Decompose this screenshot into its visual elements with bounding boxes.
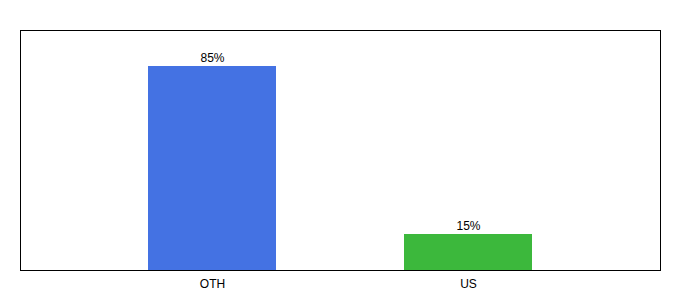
svg-text:15%: 15% <box>456 219 480 233</box>
svg-text:85%: 85% <box>200 51 224 65</box>
svg-text:OTH: OTH <box>200 277 225 291</box>
svg-text:US: US <box>460 277 477 291</box>
